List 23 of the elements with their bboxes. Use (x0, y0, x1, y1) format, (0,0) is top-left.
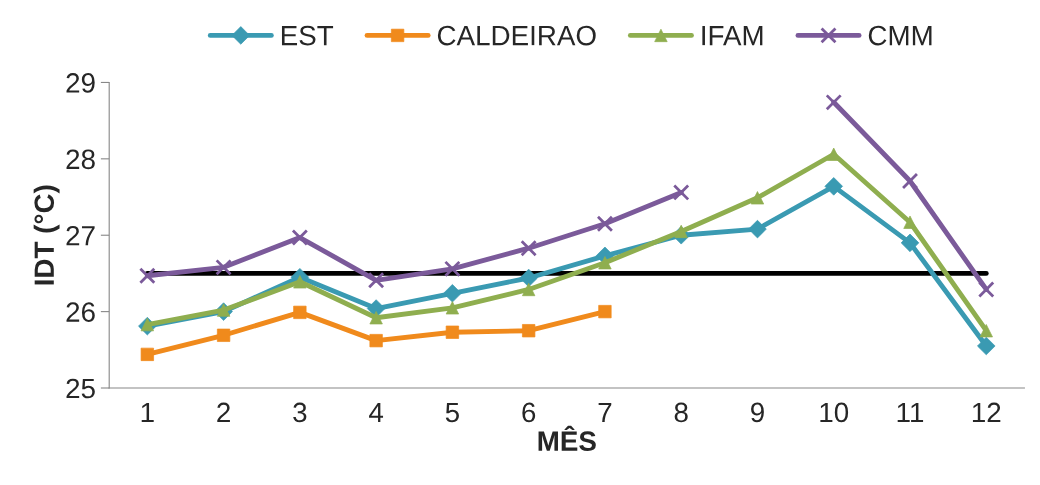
x-tick-label: 5 (445, 402, 459, 423)
x-tick-label: 9 (751, 402, 764, 423)
x-tick-label: 11 (897, 402, 924, 423)
x-tick-label: 3 (293, 402, 307, 423)
legend-label: CALDEIRAO (437, 25, 596, 46)
x-tick-label: 8 (674, 402, 688, 423)
x-tick-label: 1 (141, 402, 154, 423)
x-tick-label: 12 (972, 402, 1001, 423)
x-tick-label: 6 (522, 402, 536, 423)
y-tick-label: 26 (66, 302, 95, 322)
x-axis-title: MÊS (538, 425, 596, 451)
x-tick-label: 7 (598, 402, 612, 423)
x-tick-label: 2 (217, 402, 230, 423)
y-tick-label: 25 (66, 378, 95, 399)
y-tick-label: 28 (66, 149, 95, 170)
y-axis-title: IDT (°C) (33, 185, 60, 285)
x-tick-label: 10 (820, 402, 849, 423)
legend-label: IFAM (702, 26, 763, 46)
legend-label: EST (281, 25, 334, 46)
x-tick-label: 4 (369, 402, 384, 423)
y-tick-label: 29 (66, 73, 95, 93)
y-tick-label: 27 (66, 225, 95, 246)
legend-label: CMM (868, 25, 932, 46)
